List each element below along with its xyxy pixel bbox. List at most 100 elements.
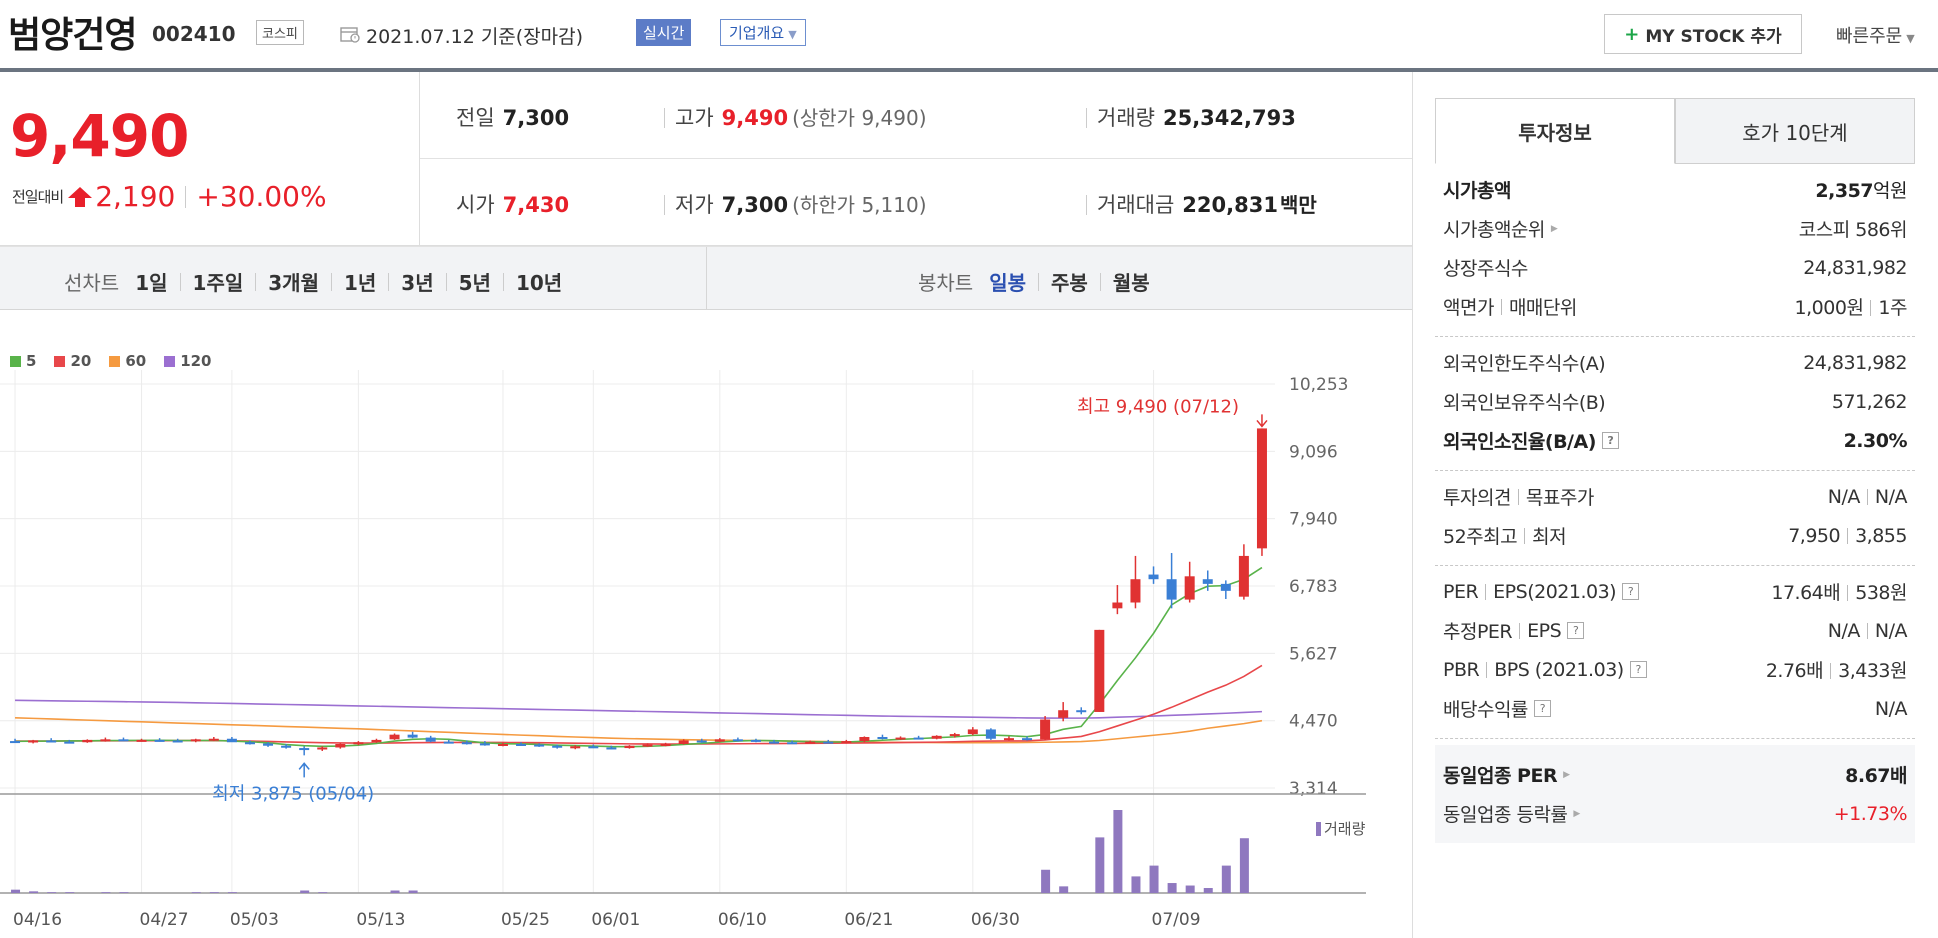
info-row[interactable]: 동일업종 등락률 ▶ +1.73%	[1443, 794, 1908, 833]
stat-volume: 거래량 25,342,793	[1086, 102, 1296, 132]
ma20-line	[15, 664, 1263, 745]
candle-body	[1076, 710, 1087, 713]
stat-value: 25,342,793	[1162, 106, 1296, 130]
quick-order-label: 빠른주문	[1836, 26, 1903, 47]
info-key: 투자의견 목표주가	[1443, 483, 1594, 510]
info-row[interactable]: 시가총액순위 ▶ 코스피 586위	[1443, 209, 1908, 248]
period-1d[interactable]: 1일	[135, 271, 168, 295]
change-divider	[185, 185, 187, 208]
divider	[1847, 527, 1849, 544]
period-5y[interactable]: 5년	[458, 271, 491, 295]
candle-body	[1094, 629, 1105, 712]
change-amount: 2,190	[95, 180, 176, 213]
company-overview-dropdown[interactable]: 기업개요 ▼	[720, 19, 806, 46]
help-icon[interactable]: ?	[1567, 622, 1585, 639]
volume-bar	[1113, 810, 1123, 893]
volume-bar	[1149, 865, 1159, 893]
info-row: PBR BPS (2021.03)? 2.76배 3,433원	[1443, 650, 1907, 689]
info-value-2: 3,433원	[1838, 660, 1907, 682]
candle-body	[534, 744, 545, 747]
candle-body	[624, 745, 635, 749]
candle-body	[136, 739, 147, 742]
max-arrow-icon	[1256, 414, 1268, 428]
stock-header: 범양건영 002410 코스피 2021.07.12 기준(장마감) 실시간 기…	[0, 0, 1938, 72]
stat-prev-close: 전일 7,300	[456, 102, 569, 132]
x-tick-label: 05/25	[501, 910, 550, 930]
info-key: 외국인보유주식수(B)	[1443, 392, 1606, 414]
period-10y[interactable]: 10년	[515, 271, 563, 295]
ma5-line	[15, 566, 1263, 748]
quick-order-dropdown[interactable]: 빠른주문 ▼	[1836, 22, 1915, 48]
realtime-button[interactable]: 실시간	[636, 19, 692, 46]
info-value-1: 17.64배	[1771, 582, 1841, 604]
tab-order-book[interactable]: 호가 10단계	[1675, 98, 1915, 164]
period-1y[interactable]: 1년	[343, 271, 377, 295]
stats-row-2: 시가 7,430 저가 7,300 (하한가 5,110) 거래대금 220,831 백만	[420, 159, 1412, 246]
candle-chart-label: 봉차트	[918, 271, 974, 295]
ma60-line	[15, 716, 1263, 744]
candle-body	[299, 748, 310, 751]
header-divider	[0, 68, 1938, 72]
price-stats: 전일 7,300 고가 9,490 (상한가 9,490) 거래량 25,342,793…	[420, 72, 1412, 246]
info-value-1: N/A	[1827, 619, 1861, 642]
help-icon[interactable]: ?	[1533, 700, 1551, 717]
divider	[1866, 488, 1868, 505]
candle-body	[425, 737, 436, 742]
period-daily[interactable]: 일봉	[989, 271, 1027, 295]
info-section-market-cap: 시가총액 2,357억원 시가총액순위 ▶ 코스피 586위 상장주식수 24,831,…	[1435, 164, 1915, 337]
period-3m[interactable]: 3개월	[268, 271, 319, 295]
period-1w[interactable]: 1주일	[192, 271, 244, 295]
volume-bar	[1221, 865, 1231, 893]
volume-bar	[227, 892, 237, 893]
period-weekly[interactable]: 주봉	[1051, 271, 1088, 295]
info-row: 배당수익률? N/A	[1443, 689, 1908, 728]
market-cap-unit: 억원	[1873, 180, 1907, 202]
price-chart[interactable]: 5 20 60 120 10,253 9,096 7,940 6,783 5,627 4,…	[0, 310, 1412, 938]
calendar-icon	[340, 27, 360, 43]
candle-body	[750, 739, 761, 742]
volume-bar	[191, 892, 201, 893]
candle-body	[46, 740, 57, 743]
volume-bar	[390, 890, 400, 893]
x-tick-label: 06/30	[971, 910, 1020, 930]
period-monthly[interactable]: 월봉	[1112, 271, 1150, 295]
triangle-right-icon: ▶	[1563, 769, 1570, 780]
toolbar-divider	[502, 272, 504, 291]
info-row: PER EPS(2021.03)? 17.64배 538원	[1443, 572, 1907, 611]
info-key-label: 투자의견	[1443, 487, 1511, 509]
help-icon[interactable]: ?	[1629, 661, 1647, 678]
tab-investment-info[interactable]: 투자정보	[1435, 98, 1675, 164]
info-value: 17.64배 538원	[1771, 578, 1907, 605]
x-tick-label: 06/10	[718, 910, 767, 930]
triangle-right-icon: ▶	[1550, 223, 1558, 234]
legend-label: 20	[70, 352, 92, 370]
stat-divider	[664, 108, 665, 128]
period-3y[interactable]: 3년	[401, 271, 434, 295]
info-row[interactable]: 동일업종 PER ▶ 8.67배	[1443, 755, 1907, 794]
info-row: 액면가 매매단위 1,000원 1주	[1443, 287, 1907, 326]
info-section-opinion: 투자의견 목표주가 N/A N/A 52주최고 최저 7,950 3,855	[1435, 471, 1915, 566]
candle-body	[967, 729, 978, 735]
divider	[1870, 300, 1872, 316]
candle-body	[931, 735, 942, 739]
info-key: 상장주식수	[1443, 258, 1528, 280]
info-key: 시가총액순위 ▶	[1443, 215, 1558, 242]
y-tick-label: 5,627	[1289, 644, 1338, 664]
candle-body	[281, 745, 292, 748]
info-key-label: EPS(2021.03)	[1493, 580, 1617, 603]
candle-body	[100, 739, 111, 742]
info-value: N/A	[1874, 697, 1908, 720]
volume-bar	[1059, 886, 1069, 893]
candle-body	[1022, 738, 1033, 741]
help-icon[interactable]: ?	[1601, 432, 1619, 449]
info-key-label: PER	[1443, 580, 1479, 603]
legend-swatch	[54, 355, 66, 367]
volume-bar	[1041, 869, 1051, 893]
candle-body	[118, 739, 129, 742]
info-key-label: 동일업종 PER	[1443, 765, 1558, 787]
volume-swatch	[1316, 821, 1321, 836]
add-my-stock-button[interactable]: + MY STOCK 추가	[1604, 14, 1802, 54]
info-row: 추정PER EPS? N/A N/A	[1443, 611, 1908, 650]
volume-bar	[1095, 837, 1105, 893]
help-icon[interactable]: ?	[1622, 583, 1640, 600]
